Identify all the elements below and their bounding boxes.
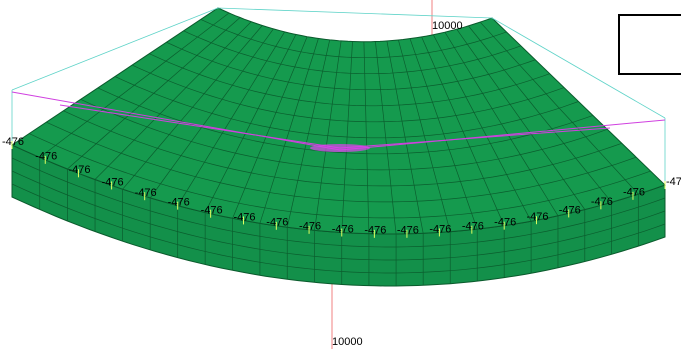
load-label: -476 — [591, 196, 613, 208]
load-label: -476 — [526, 211, 548, 223]
load-label: -476 — [494, 217, 516, 229]
viewport: -476 -476 -476 -476 -476 -476 -476 -476 -476 -476… — [0, 0, 681, 349]
load-point — [310, 144, 370, 152]
load-label: -476 — [68, 164, 90, 176]
load-label: -476 — [135, 187, 157, 199]
bbox-line — [218, 8, 492, 18]
load-label: -476 — [462, 221, 484, 233]
load-label: -476 — [2, 136, 24, 148]
load-label: -476 — [201, 205, 223, 217]
load-label: -476 — [102, 176, 124, 188]
load-label: -476 — [266, 217, 288, 229]
axis-label: 10000 — [332, 336, 363, 348]
load-label: -476 — [397, 225, 419, 237]
load-label: -476 — [559, 204, 581, 216]
load-label: -476 — [299, 221, 321, 233]
load-label: -476 — [332, 223, 354, 235]
load-label: -476 — [666, 176, 681, 188]
load-label: -476 — [364, 225, 386, 237]
load-label: -476 — [623, 187, 645, 199]
load-label: -476 — [168, 197, 190, 209]
legend-box — [619, 15, 681, 74]
load-label: -476 — [35, 151, 57, 163]
axis-label: 10000 — [432, 20, 463, 32]
load-label: -476 — [429, 223, 451, 235]
load-label: -476 — [233, 211, 255, 223]
